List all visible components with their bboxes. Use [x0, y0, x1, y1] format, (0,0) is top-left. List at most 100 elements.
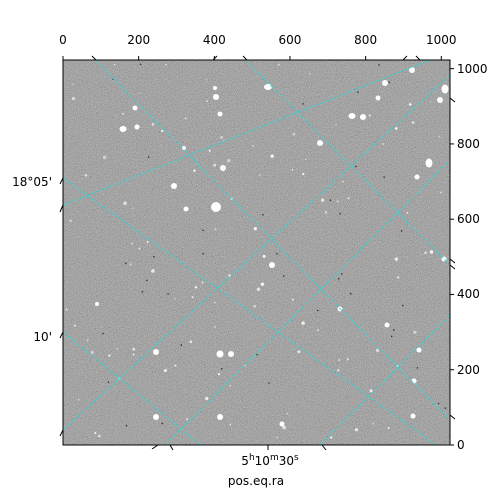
- faint-star: [220, 136, 223, 139]
- faint-star: [108, 354, 111, 357]
- faint-star: [102, 155, 107, 160]
- star: [414, 174, 420, 180]
- dark-pixel: [390, 335, 393, 338]
- faint-star: [394, 257, 399, 261]
- dark-pixel: [393, 329, 395, 331]
- faint-star: [270, 154, 274, 158]
- faint-star: [292, 132, 296, 136]
- faint-star: [174, 364, 177, 367]
- faint-star: [161, 129, 164, 132]
- world-tick-mark: [169, 444, 174, 451]
- faint-star: [223, 140, 225, 142]
- y-tick-label: 0: [457, 438, 465, 452]
- star: [264, 84, 272, 90]
- dark-pixel: [180, 344, 183, 346]
- faint-star: [86, 339, 89, 341]
- faint-star: [73, 324, 76, 327]
- faint-star: [375, 348, 380, 353]
- dark-pixel: [125, 424, 128, 427]
- faint-star: [213, 325, 217, 328]
- x-tick-label: 400: [202, 33, 226, 47]
- faint-star: [77, 398, 80, 401]
- star: [411, 378, 417, 384]
- star: [425, 158, 433, 168]
- grid-line: [164, 159, 450, 445]
- star: [348, 113, 356, 119]
- x-tick-label: 1000: [426, 33, 457, 47]
- faint-star: [262, 254, 266, 258]
- star: [171, 183, 177, 189]
- faint-star: [256, 287, 261, 291]
- faint-star: [253, 227, 257, 231]
- dark-pixel: [339, 213, 342, 215]
- dark-pixel: [107, 381, 110, 384]
- x-tick-label: 800: [354, 33, 378, 47]
- dark-pixel: [400, 230, 403, 232]
- faint-star: [84, 173, 88, 177]
- faint-star: [189, 340, 193, 344]
- ra-label: 5h10m30s: [241, 451, 298, 468]
- faint-star: [227, 159, 231, 163]
- faint-star: [324, 211, 328, 214]
- dark-pixel: [161, 422, 163, 425]
- star: [410, 413, 416, 419]
- sky-noise: [63, 60, 450, 445]
- star: [279, 421, 285, 427]
- dark-pixel: [329, 199, 332, 201]
- dark-pixel: [276, 253, 278, 255]
- grid-line: [63, 74, 450, 431]
- faint-star: [317, 329, 319, 332]
- star: [437, 97, 443, 103]
- faint-star: [369, 389, 373, 393]
- faint-star: [165, 63, 167, 66]
- dark-pixel: [102, 332, 104, 335]
- star: [134, 124, 140, 130]
- faint-star: [213, 163, 217, 167]
- y-tick-label: 1000: [457, 61, 488, 76]
- faint-star: [361, 115, 365, 119]
- star: [153, 414, 159, 420]
- dark-pixel: [221, 368, 223, 370]
- dark-pixel: [139, 63, 142, 66]
- star: [409, 67, 415, 73]
- faint-star: [184, 117, 187, 120]
- world-tick-mark: [415, 55, 421, 61]
- world-tick-mark: [151, 444, 159, 450]
- faint-star: [151, 269, 155, 273]
- faint-star: [193, 169, 196, 172]
- star: [382, 80, 388, 86]
- world-tick-mark: [91, 55, 97, 61]
- faint-star: [229, 423, 232, 426]
- world-tick-mark: [449, 97, 456, 103]
- faint-star: [291, 298, 294, 301]
- faint-star: [174, 297, 177, 300]
- faint-star: [129, 263, 132, 266]
- faint-star: [72, 97, 75, 101]
- faint-star: [201, 281, 204, 284]
- faint-star: [228, 274, 231, 277]
- faint-star: [338, 359, 341, 361]
- x-tick-label: 200: [127, 33, 151, 47]
- star: [375, 95, 381, 101]
- dark-pixel: [125, 262, 127, 265]
- ra-label-text: 5h10m30s: [241, 453, 299, 468]
- grid-line: [63, 331, 201, 445]
- faint-star: [336, 368, 340, 372]
- faint-star: [424, 251, 427, 254]
- world-tick-mark: [449, 264, 456, 270]
- star: [153, 349, 159, 355]
- dark-pixel: [388, 81, 391, 83]
- world-tick-mark: [59, 331, 64, 339]
- star: [213, 94, 219, 100]
- faint-star: [208, 149, 211, 152]
- world-tick-mark: [59, 429, 64, 437]
- faint-star: [335, 124, 338, 126]
- faint-star: [244, 364, 247, 367]
- faint-star: [411, 121, 415, 124]
- faint-star: [304, 158, 307, 161]
- dark-pixel: [283, 275, 285, 277]
- faint-star: [132, 353, 135, 356]
- dark-pixel: [141, 291, 144, 293]
- star: [384, 322, 390, 328]
